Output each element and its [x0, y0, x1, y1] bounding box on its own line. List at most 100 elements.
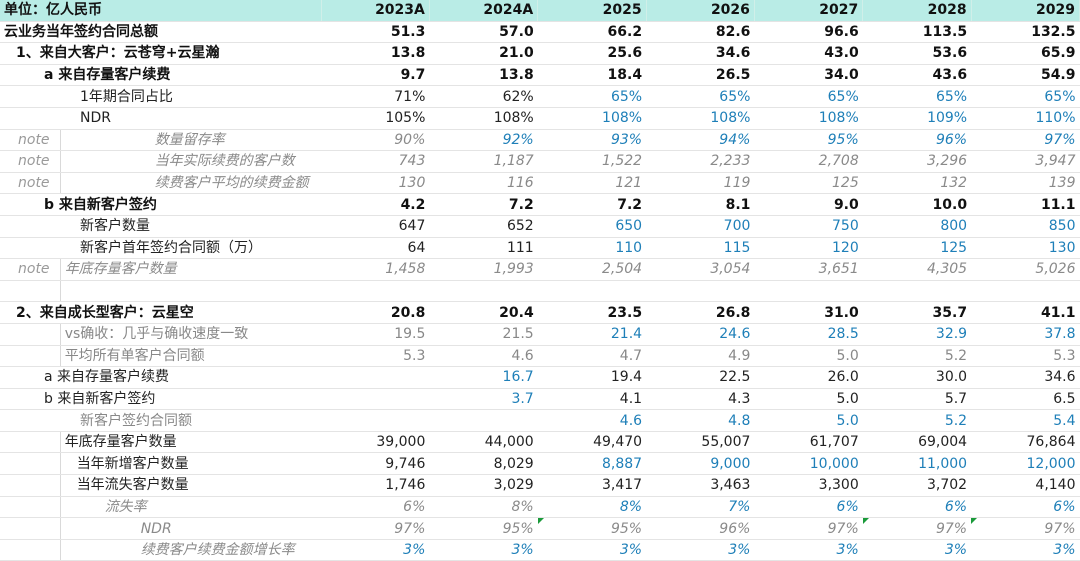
cell: 65.9: [971, 42, 1080, 65]
cell: 95%: [537, 517, 647, 540]
row-label: b 来自新客户签约: [0, 388, 322, 411]
year-header: 2024A: [429, 0, 539, 22]
row-label: 续费客户续费金额增长率: [60, 539, 322, 561]
cell: 3%: [754, 539, 863, 561]
blank-cell: [0, 345, 61, 368]
row-label: vs确收：几乎与确收速度一致: [60, 323, 322, 346]
cell: 13.8: [429, 64, 538, 87]
cell: 3,054: [646, 258, 755, 281]
blank-cell: [537, 280, 647, 303]
cell: 6%: [321, 496, 430, 519]
cell: 94%: [646, 129, 755, 152]
cell: 6%: [862, 496, 972, 519]
note-label: note: [0, 172, 61, 195]
cell: 108%: [429, 107, 538, 130]
cell: 9,000: [646, 452, 755, 476]
cell: 4.6: [429, 345, 538, 368]
cell: 110: [537, 237, 647, 260]
cell: 24.6: [646, 323, 755, 346]
cell: [429, 409, 538, 432]
blank-cell: [0, 474, 61, 497]
cell: 34.0: [754, 64, 863, 87]
table-row: 当年流失客户数量 1,746 3,029 3,417 3,463 3,300 3…: [0, 474, 1080, 497]
table-row: 1年期合同占比 71% 62% 65% 65% 65% 65% 65%: [0, 85, 1080, 108]
blank-cell: [0, 431, 61, 454]
cell: 110%: [971, 107, 1080, 130]
blank-cell: [0, 517, 61, 540]
cell: 65%: [754, 85, 863, 108]
cell: 8%: [537, 496, 647, 519]
cell: 119: [646, 172, 755, 195]
cell: 92%: [429, 129, 538, 152]
cell: 3%: [429, 539, 538, 561]
table-row: 续费客户续费金额增长率 3% 3% 3% 3% 3% 3% 3%: [0, 539, 1080, 561]
cell: 23.5: [537, 301, 647, 324]
table-row: 新客户首年签约合同额（万） 64 111 110 115 120 125 130: [0, 237, 1080, 260]
row-label: 流失率: [60, 496, 322, 519]
cell: 108%: [754, 107, 863, 130]
blank-cell: [971, 280, 1080, 303]
cell: 93%: [537, 129, 647, 152]
cell: 3,417: [537, 474, 647, 497]
table-row: b 来自新客户签约 4.2 7.2 7.2 8.1 9.0 10.0 11.1: [0, 193, 1080, 216]
row-label: 平均所有单客户合同额: [60, 345, 322, 368]
cell: 66.2: [537, 21, 647, 44]
cell: 21.4: [537, 323, 647, 346]
cell: 20.4: [429, 301, 538, 324]
cell: 37.8: [971, 323, 1080, 346]
cell: 35.7: [862, 301, 972, 324]
cell: 12,000: [971, 452, 1080, 476]
row-label: 数量留存率: [60, 129, 322, 152]
table-row: a 来自存量客户续费 16.7 19.4 22.5 26.0 30.0 34.6: [0, 366, 1080, 389]
cell: 3%: [537, 539, 647, 561]
row-label: 1年期合同占比: [0, 85, 322, 108]
cell: 9,746: [321, 452, 430, 476]
cell: 5.2: [862, 345, 972, 368]
cell: 5,026: [971, 258, 1080, 281]
cell: 65%: [862, 85, 972, 108]
table-row: 2、来自成长型客户：云星空 20.8 20.4 23.5 26.8 31.0 3…: [0, 301, 1080, 324]
cell: 4.2: [321, 193, 430, 216]
cell: [321, 366, 430, 389]
row-label: 当年新增客户数量: [60, 452, 322, 476]
cell: 44,000: [429, 431, 538, 454]
cell: 105%: [321, 107, 430, 130]
cell: 65%: [646, 85, 755, 108]
cell: 132.5: [971, 21, 1080, 44]
cell: 28.5: [754, 323, 863, 346]
cell: 652: [429, 215, 538, 238]
table-row: 年底存量客户数量 39,000 44,000 49,470 55,007 61,…: [0, 431, 1080, 454]
cell: 21.0: [429, 42, 538, 65]
blank-cell: [0, 323, 61, 346]
cell: 26.8: [646, 301, 755, 324]
cell: 3.7: [429, 388, 538, 411]
cell: 9.0: [754, 193, 863, 216]
cell: 11,000: [862, 452, 972, 476]
year-header: 2027: [754, 0, 864, 22]
cell: 13.8: [321, 42, 430, 65]
cell: 16.7: [429, 366, 538, 389]
cell: 1,522: [537, 150, 647, 173]
cell: 71%: [321, 85, 430, 108]
cell: 3,702: [862, 474, 972, 497]
table-row: note 年底存量客户数量 1,458 1,993 2,504 3,054 3,…: [0, 258, 1080, 281]
cell: 5.2: [862, 409, 972, 432]
cell: 1,458: [321, 258, 430, 281]
note-label: note: [0, 129, 61, 152]
cell: 116: [429, 172, 538, 195]
cell: 34.6: [646, 42, 755, 65]
cell: 19.5: [321, 323, 430, 346]
cell: 1,993: [429, 258, 538, 281]
cell: 3,296: [862, 150, 972, 173]
row-label: NDR: [60, 517, 322, 540]
cell: 5.0: [754, 345, 863, 368]
table-row: [0, 280, 1080, 303]
table-row: 云业务当年签约合同总额 51.3 57.0 66.2 82.6 96.6 113…: [0, 21, 1080, 44]
cell: 750: [754, 215, 863, 238]
cell: 53.6: [862, 42, 972, 65]
cell: 34.6: [971, 366, 1080, 389]
cell: 2,233: [646, 150, 755, 173]
blank-cell: [0, 452, 61, 476]
cell: 4.6: [537, 409, 647, 432]
cell: 700: [646, 215, 755, 238]
